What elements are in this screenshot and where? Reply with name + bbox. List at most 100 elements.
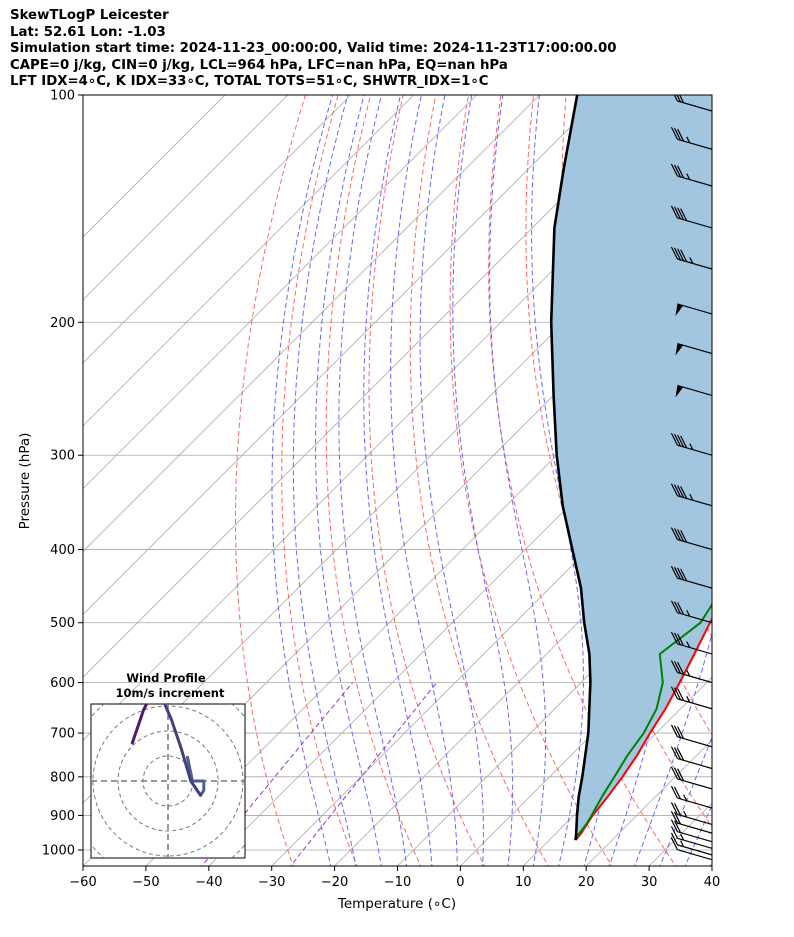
isotherm-gridline	[83, 95, 666, 678]
x-tick-label: −50	[132, 875, 159, 890]
location-line: Lat: 52.61 Lon: -1.03	[10, 24, 166, 40]
hodograph-title: Wind Profile	[126, 671, 206, 685]
moist-adiabat	[419, 95, 484, 866]
hodograph-trace	[163, 704, 202, 797]
wind-barb	[670, 631, 712, 655]
y-tick-label: 1000	[42, 844, 75, 859]
wind-barb	[670, 205, 712, 229]
y-tick-label: 500	[50, 616, 75, 631]
isotherm-gridline	[711, 865, 712, 866]
isotherm-gridline	[83, 95, 352, 364]
moist-adiabat	[338, 95, 408, 866]
wind-barb	[670, 837, 712, 861]
wind-barb	[670, 246, 712, 270]
cape-shade	[551, 95, 712, 840]
moist-adiabat	[531, 95, 584, 866]
wind-barb	[670, 810, 712, 834]
profile-lines	[549, 95, 712, 841]
y-tick-label: 200	[50, 316, 75, 331]
y-axis-label: Pressure (hPa)	[17, 433, 33, 530]
isotherm-gridline	[334, 488, 712, 866]
isotherm-gridline	[83, 95, 289, 301]
cape-fill-area	[551, 95, 712, 840]
moist-adiabat	[452, 95, 514, 866]
isotherm-gridline	[83, 95, 540, 553]
wind-barb	[670, 432, 712, 456]
wind-barb	[670, 826, 712, 849]
wind-barb	[670, 565, 712, 589]
isotherm-gridline	[83, 95, 226, 238]
y-tick-label: 400	[50, 543, 75, 558]
x-tick-label: 20	[578, 875, 595, 890]
x-tick-label: 30	[641, 875, 658, 890]
isotherm-gridline	[83, 95, 477, 490]
dewpoint-line	[573, 602, 712, 841]
wind-barb	[670, 724, 712, 748]
x-tick-label: 40	[704, 875, 721, 890]
moist-adiabat	[363, 95, 433, 866]
dry-adiabat	[409, 95, 549, 866]
mixing-ratio-lines	[201, 682, 438, 866]
wind-barb	[670, 785, 712, 809]
y-tick-label: 700	[50, 727, 75, 742]
x-tick-label: −60	[69, 875, 96, 890]
dry-adiabat	[235, 95, 307, 866]
wind-barb	[675, 342, 712, 356]
y-tick-label: 600	[50, 676, 75, 691]
dry-adiabat	[368, 95, 486, 866]
wind-barbs	[670, 95, 712, 861]
cape-line: CAPE=0 j/kg, CIN=0 j/kg, LCL=964 hPa, LF…	[10, 57, 508, 73]
wind-barb	[673, 95, 712, 112]
moist-adiabat	[292, 95, 357, 866]
x-tick-label: −20	[321, 875, 348, 890]
x-tick-label: −40	[195, 875, 222, 890]
dry-adiabat	[325, 95, 422, 866]
parcel-line	[549, 95, 592, 841]
moist-adiabat	[271, 95, 334, 866]
x-tick-label: 10	[515, 875, 532, 890]
wind-barb	[670, 766, 712, 790]
hodograph-trace	[186, 755, 206, 797]
hodograph-trace	[130, 704, 149, 745]
wind-barb	[670, 819, 712, 843]
moist-adiabats	[271, 95, 712, 866]
wind-barb	[670, 686, 712, 710]
hodograph-ring	[117, 730, 219, 832]
y-axis-ticks: 1000 900 800 700 600 500 400 300 200 100	[42, 89, 83, 859]
x-axis-ticks: −60 −50 −40 −30 −20 −10 0 10 20 30 40	[69, 866, 720, 890]
moist-adiabat	[684, 804, 712, 866]
dry-adiabat	[760, 78, 794, 869]
y-tick-label: 800	[50, 770, 75, 785]
moist-adiabat	[315, 95, 382, 866]
wind-barb	[670, 660, 712, 684]
wind-barb	[670, 527, 712, 551]
indices-line: LFT IDX=4∘C, K IDX=33∘C, TOTAL TOTS=51∘C…	[10, 74, 489, 90]
x-tick-label: −30	[258, 875, 285, 890]
wind-barb	[670, 832, 712, 856]
hodograph-inset: Wind Profile 10m/s increment	[90, 671, 246, 859]
isotherm-gridline	[271, 425, 712, 866]
x-tick-label: 0	[456, 875, 464, 890]
moist-adiabat	[634, 95, 712, 866]
y-tick-label: 100	[50, 89, 75, 104]
dry-adiabat	[281, 95, 358, 866]
x-tick-label: −10	[384, 875, 411, 890]
isotherm-gridline	[83, 95, 414, 427]
x-axis-label: Temperature (∘C)	[337, 896, 456, 912]
hodograph-subtitle: 10m/s increment	[116, 686, 225, 700]
time-line: Simulation start time: 2024-11-23_00:00:…	[10, 41, 617, 57]
moist-adiabat	[709, 861, 712, 866]
isotherm-gridline	[145, 299, 712, 866]
wind-barb	[675, 303, 712, 316]
wind-barb	[670, 127, 712, 150]
temperature-line	[574, 616, 712, 841]
dry-adiabat	[728, 78, 794, 869]
isotherm-gridline	[397, 550, 712, 866]
dry-adiabat	[449, 95, 613, 866]
wind-barb	[670, 746, 712, 770]
isotherm-gridline	[523, 676, 712, 866]
wind-barb	[670, 802, 712, 826]
wind-barb	[675, 384, 712, 398]
isotherm-gridline	[83, 95, 603, 615]
